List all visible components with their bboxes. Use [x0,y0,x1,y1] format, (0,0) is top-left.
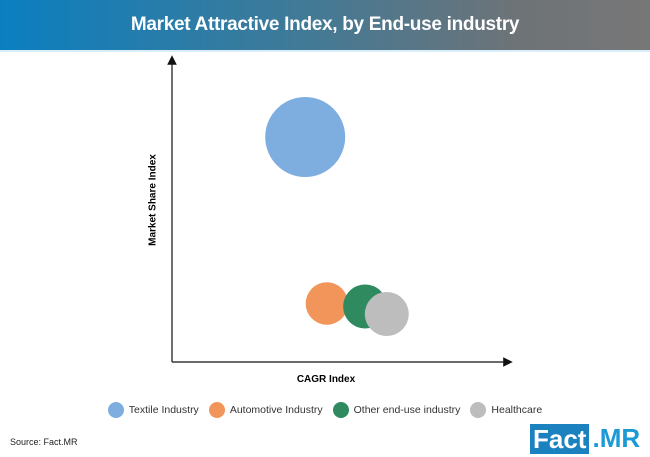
legend-swatch [332,402,349,418]
legend-item: Textile Industry [107,402,199,418]
chart-title: Market Attractive Index, by End-use indu… [0,0,650,50]
legend-label: Textile Industry [128,404,199,416]
header-divider [0,50,650,52]
x-axis-label: CAGR Index [296,374,356,385]
factmr-logo: Fact .MR [530,423,640,454]
y-axis-label: Market Share Index [147,154,159,246]
source-note: Source: Fact.MR [10,437,78,447]
legend-item: Automotive Industry [208,402,323,418]
legend-swatch [208,402,225,418]
bubble-healthcare [364,292,409,336]
legend-label: Other end-use industry [353,404,461,416]
legend-swatch [470,402,487,418]
bubble-automotive-industry [305,282,349,325]
legend-item: Other end-use industry [332,402,461,418]
bubble-textile-industry [265,97,346,177]
logo-right: .MR [592,423,641,453]
legend-label: Automotive Industry [229,404,323,416]
legend: Textile Industry Automotive Industry Oth… [0,402,650,418]
legend-label: Healthcare [491,404,543,416]
legend-item: Healthcare [470,402,542,418]
legend-swatch [107,402,124,418]
logo-left: Fact [530,423,590,454]
